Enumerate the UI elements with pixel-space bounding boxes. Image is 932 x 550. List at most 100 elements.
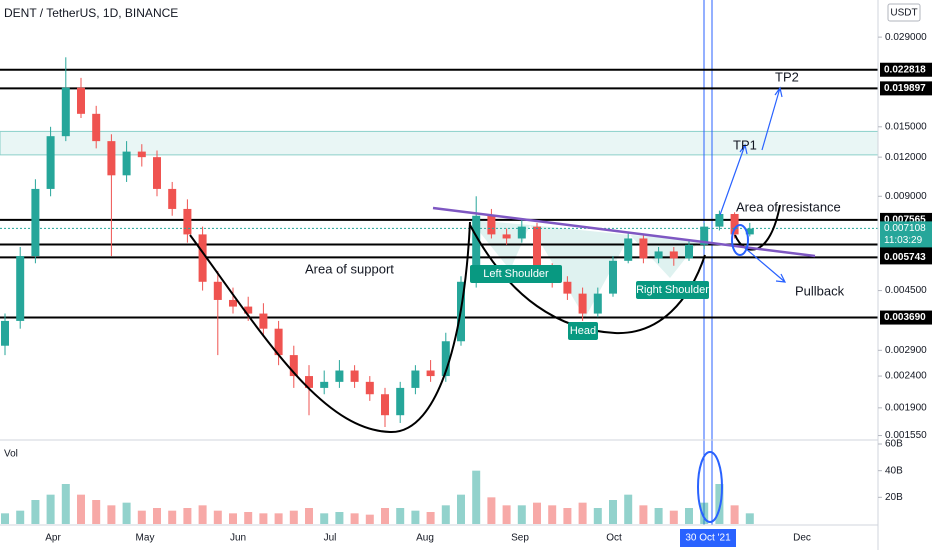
volume-bar xyxy=(137,510,146,524)
x-tick-label: Oct xyxy=(606,533,622,544)
level-label: 0.003690 xyxy=(884,312,926,323)
cup-curve xyxy=(189,221,471,434)
level-label: 0.005743 xyxy=(884,252,926,263)
candle-body xyxy=(198,234,207,282)
volume-bar xyxy=(46,494,55,524)
candle-body xyxy=(639,238,648,259)
candle-body xyxy=(487,215,496,235)
candle-body xyxy=(289,355,298,377)
currency: USDT xyxy=(890,8,917,19)
annotation: TP2 xyxy=(775,69,799,84)
currency-box[interactable] xyxy=(887,3,921,22)
pattern-label: Left Shoulder xyxy=(483,268,549,280)
volume-bar xyxy=(654,508,663,524)
volume-bar xyxy=(685,508,693,524)
level-label: 0.007565 xyxy=(884,215,926,226)
chart-title: DENT / TetherUS, 1D, BINANCE xyxy=(4,6,178,20)
volume-bar xyxy=(259,513,268,524)
volume-bar xyxy=(1,513,9,524)
candle-body xyxy=(441,341,450,377)
volume-bar xyxy=(122,502,131,524)
candle-body xyxy=(411,370,420,388)
head-shade xyxy=(530,225,630,318)
last-price-label: 0.007108 xyxy=(884,223,926,234)
candle-body xyxy=(122,151,131,176)
volume-bar xyxy=(487,497,496,524)
annotation: Area of support xyxy=(305,261,394,276)
volume-bar xyxy=(669,510,678,524)
volume-bar xyxy=(61,484,70,524)
countdown: 11:03:29 xyxy=(884,235,923,246)
candle-body xyxy=(517,226,526,239)
candle-body xyxy=(365,381,374,395)
volume-bar xyxy=(320,513,329,524)
volume-bar xyxy=(700,502,709,524)
volume-bar xyxy=(213,510,222,524)
candle-body xyxy=(153,157,161,189)
annotation: Pullback xyxy=(795,283,845,298)
candle-body xyxy=(669,251,678,259)
arrow xyxy=(719,143,748,216)
volume-bar xyxy=(244,512,253,524)
volume-bar xyxy=(639,505,648,524)
x-tick-label: May xyxy=(136,533,155,544)
candle-body xyxy=(624,238,633,261)
candle-body xyxy=(31,188,40,257)
candle-body xyxy=(730,214,739,235)
candle-body xyxy=(609,260,617,294)
x-tick-label: Jun xyxy=(230,533,246,544)
volume-bar xyxy=(107,505,116,524)
volume-bar xyxy=(578,502,587,524)
candle-body xyxy=(533,226,541,271)
y-tick-label: 0.002400 xyxy=(885,371,927,382)
neckline xyxy=(432,206,816,258)
cursor-date-box xyxy=(680,529,736,547)
volume-bar xyxy=(502,505,511,524)
candle-body xyxy=(92,113,101,142)
volume-bar xyxy=(350,513,359,524)
candle-body xyxy=(183,208,192,235)
candle-body xyxy=(244,306,253,314)
volume-bar xyxy=(563,508,572,524)
candle-body xyxy=(305,376,313,388)
volume-bar xyxy=(457,494,465,524)
volume-bar xyxy=(229,513,237,524)
volume-label: Vol xyxy=(4,449,18,460)
volume-bar xyxy=(198,505,207,524)
y-tick-label: 0.001550 xyxy=(885,430,927,441)
volume-bar xyxy=(533,502,541,524)
x-tick-label: Aug xyxy=(416,533,434,544)
volume-tick-label: 40B xyxy=(885,465,903,476)
candle-body xyxy=(107,141,116,176)
volume-bar xyxy=(153,508,161,524)
volume-tick-label: 20B xyxy=(885,492,903,503)
candle-body xyxy=(274,328,283,356)
level-label-box xyxy=(880,310,932,325)
candle-body xyxy=(472,215,481,282)
candle-body xyxy=(745,228,754,235)
y-tick-label: 0.029000 xyxy=(885,32,927,43)
candle-body xyxy=(320,381,329,388)
y-tick-label: 0.012000 xyxy=(885,152,927,163)
x-tick-label: Sep xyxy=(511,533,529,544)
volume-bar xyxy=(609,500,617,524)
annotation: TP1 xyxy=(733,137,757,152)
y-tick-label: 0.004500 xyxy=(885,285,927,296)
pattern-label: Right Shoulder xyxy=(636,284,709,296)
level-label-box xyxy=(880,250,932,265)
volume-bar xyxy=(593,508,602,524)
candle-body xyxy=(700,226,709,245)
candle-body xyxy=(229,299,237,307)
candle-body xyxy=(350,370,359,382)
highlight-circle xyxy=(731,224,749,256)
y-tick-label: 0.009000 xyxy=(885,191,927,202)
volume-bar xyxy=(517,505,526,524)
volume-bar xyxy=(441,505,450,524)
arrows xyxy=(719,86,787,283)
volume-bar xyxy=(274,513,283,524)
candle-body xyxy=(502,234,511,239)
candle-body xyxy=(654,251,663,259)
volume-bar xyxy=(381,508,389,524)
volume-bar xyxy=(305,508,313,524)
